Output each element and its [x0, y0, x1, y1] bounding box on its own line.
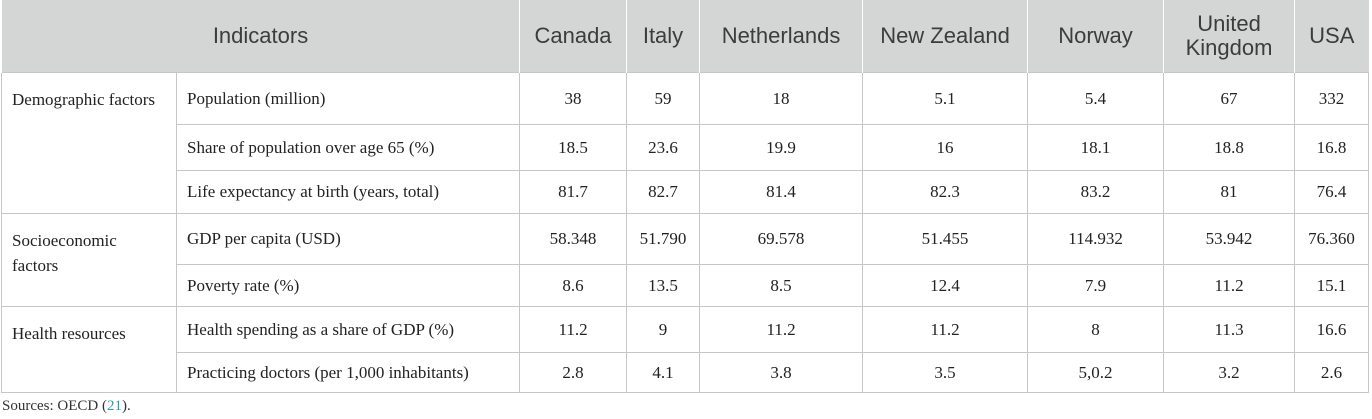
- value-cell: 15.1: [1294, 264, 1370, 307]
- indicator-cell: GDP per capita (USD): [175, 213, 521, 265]
- value-cell: 12.4: [862, 264, 1029, 307]
- value-cell: 18.8: [1163, 124, 1296, 171]
- value-cell: 18.5: [519, 124, 628, 171]
- value-cell: 11.2: [862, 306, 1029, 353]
- value-cell: 5,0.2: [1027, 352, 1165, 393]
- header-country: Canada: [519, 0, 627, 73]
- value-cell: 2.8: [519, 352, 628, 393]
- table-row: Socioeconomic factors GDP per capita (USD…: [1, 213, 1370, 307]
- value-cell: 18.1: [1027, 124, 1165, 171]
- value-cell: 81.4: [699, 170, 864, 214]
- indicator-cell: Practicing doctors (per 1,000 inhabitant…: [175, 352, 521, 393]
- value-cell: 332: [1294, 72, 1370, 125]
- table-row: Life expectancy at birth (years, total) 8…: [2, 170, 1370, 214]
- value-cell: 16.8: [1294, 124, 1370, 171]
- group-label: Demographic factors: [1, 72, 177, 214]
- header-indicators: Indicators: [0, 0, 520, 73]
- value-cell: 76.360: [1294, 213, 1370, 265]
- source-tail: ).: [122, 398, 131, 414]
- indicator-cell: Health spending as a share of GDP (%): [175, 306, 521, 353]
- source-text: Sources: OECD (: [2, 398, 107, 414]
- source-ref[interactable]: 21: [107, 398, 122, 414]
- group-label: Socioeconomic factors: [1, 213, 177, 307]
- value-cell: 69.578: [699, 213, 864, 265]
- value-cell: 11.2: [1163, 264, 1296, 307]
- value-cell: 3.5: [862, 352, 1029, 393]
- value-cell: 5.4: [1027, 72, 1165, 125]
- value-cell: 59: [626, 72, 701, 125]
- value-cell: 16: [862, 124, 1029, 171]
- value-cell: 3.8: [699, 352, 864, 393]
- header-country: USA: [1294, 0, 1369, 73]
- value-cell: 23.6: [626, 124, 701, 171]
- value-cell: 114.932: [1027, 213, 1165, 265]
- indicator-cell: Poverty rate (%): [175, 264, 521, 307]
- value-cell: 8.5: [699, 264, 864, 307]
- value-cell: 19.9: [699, 124, 864, 171]
- header-country: New Zealand: [862, 0, 1028, 73]
- value-cell: 67: [1163, 72, 1296, 125]
- value-cell: 83.2: [1027, 170, 1165, 214]
- value-cell: 3.2: [1163, 352, 1296, 393]
- header-row: Indicators Canada Italy Netherlands New Zeal…: [0, 0, 1369, 73]
- value-cell: 7.9: [1027, 264, 1165, 307]
- group-label: Health resources: [1, 306, 177, 393]
- value-cell: 58.348: [519, 213, 628, 265]
- source-note: Sources: OECD (21).: [2, 398, 131, 415]
- value-cell: 11.2: [519, 306, 628, 353]
- table-row: Demographic factors Population (million) 3…: [1, 72, 1370, 214]
- value-cell: 8.6: [519, 264, 628, 307]
- value-cell: 81.7: [519, 170, 628, 214]
- value-cell: 11.3: [1163, 306, 1296, 353]
- indicator-cell: Population (million): [175, 72, 521, 125]
- value-cell: 51.455: [862, 213, 1029, 265]
- table-row: Poverty rate (%) 8.6 13.5 8.5 12.4 7.9 11.2 15.…: [2, 264, 1370, 307]
- value-cell: 11.2: [699, 306, 864, 353]
- value-cell: 9: [626, 306, 701, 353]
- value-cell: 13.5: [626, 264, 701, 307]
- table-body: Demographic factors Population (million) 3…: [1, 72, 1370, 393]
- value-cell: 53.942: [1163, 213, 1296, 265]
- value-cell: 38: [519, 72, 628, 125]
- value-cell: 4.1: [626, 352, 701, 393]
- table-row: Health resources Health spending as a sha…: [1, 306, 1370, 393]
- value-cell: 82.3: [862, 170, 1029, 214]
- value-cell: 8: [1027, 306, 1165, 353]
- header-country: Norway: [1027, 0, 1164, 73]
- table-row: Share of population over age 65 (%) 18.5 2…: [2, 124, 1370, 171]
- indicator-cell: Life expectancy at birth (years, total): [175, 170, 521, 214]
- header-country: Netherlands: [699, 0, 863, 73]
- data-table: Indicators Canada Italy Netherlands New Zeal…: [0, 0, 1370, 393]
- value-cell: 18: [699, 72, 864, 125]
- value-cell: 5.1: [862, 72, 1029, 125]
- value-cell: 76.4: [1294, 170, 1370, 214]
- value-cell: 51.790: [626, 213, 701, 265]
- header-country: Italy: [626, 0, 700, 73]
- value-cell: 16.6: [1294, 306, 1370, 353]
- value-cell: 2.6: [1294, 352, 1370, 393]
- table-row: Practicing doctors (per 1,000 inhabitant…: [2, 352, 1370, 393]
- value-cell: 81: [1163, 170, 1296, 214]
- indicator-cell: Share of population over age 65 (%): [175, 124, 521, 171]
- value-cell: 82.7: [626, 170, 701, 214]
- header-country: United Kingdom: [1163, 0, 1295, 73]
